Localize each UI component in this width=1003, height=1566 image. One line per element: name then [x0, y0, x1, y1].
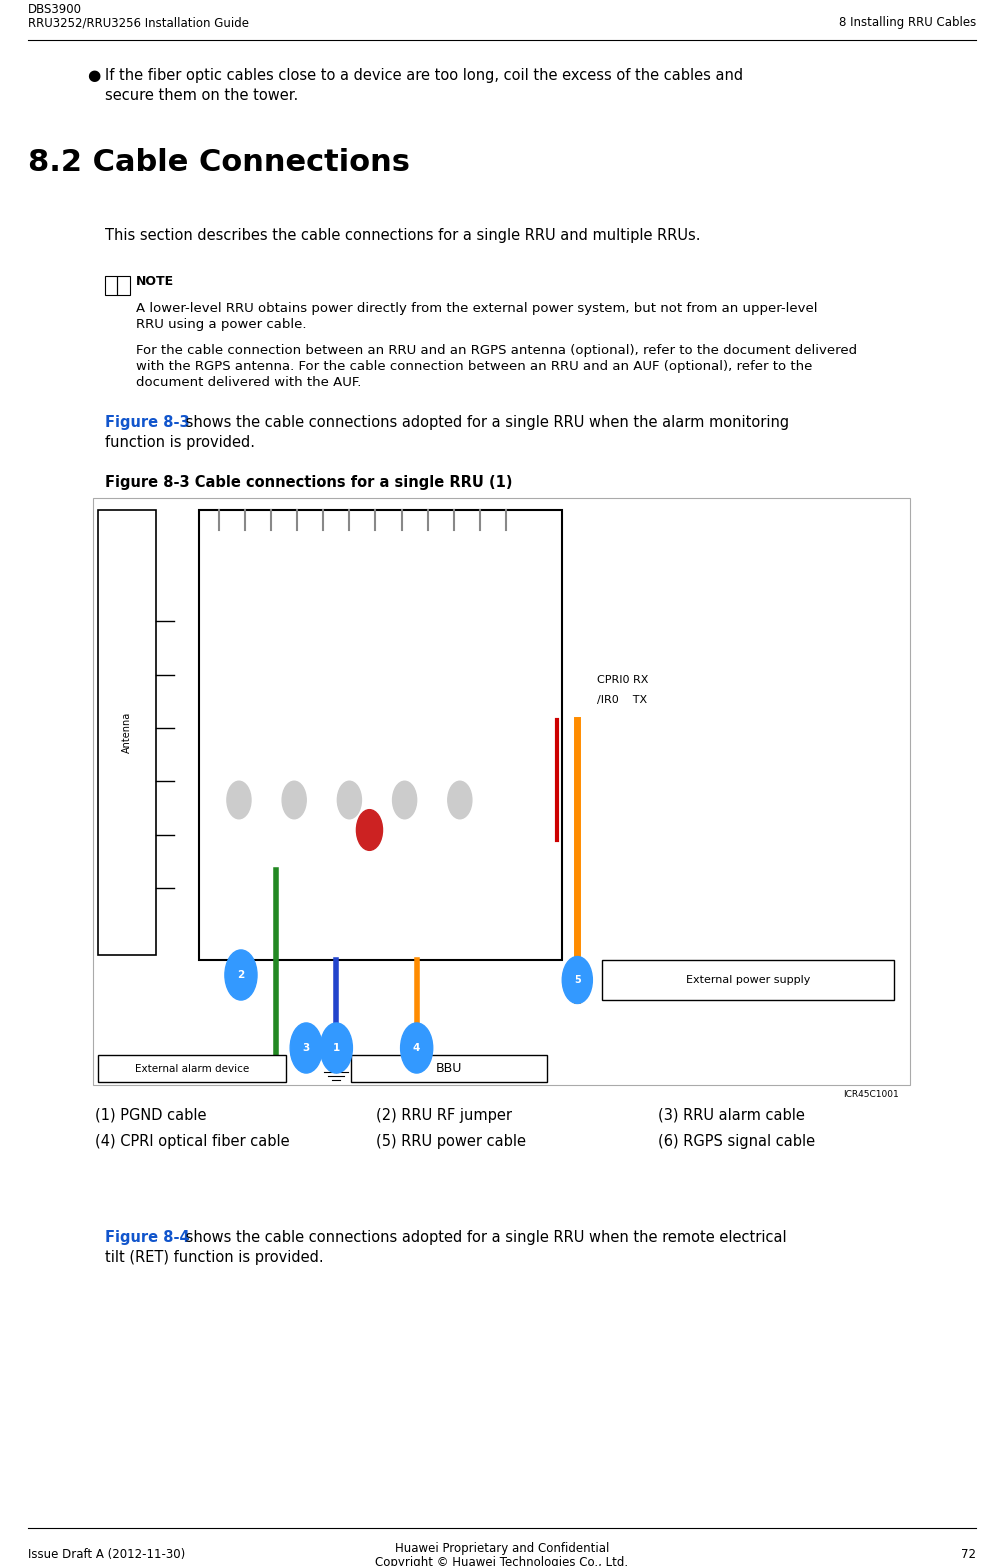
Circle shape	[225, 951, 257, 1001]
Circle shape	[562, 957, 592, 1004]
Text: External alarm device: External alarm device	[135, 1063, 249, 1074]
Bar	[351, 1055, 547, 1082]
Text: RRU using a power cable.: RRU using a power cable.	[135, 318, 306, 330]
Text: Antenna: Antenna	[122, 713, 131, 753]
Text: 8 Installing RRU Cables: 8 Installing RRU Cables	[838, 16, 975, 30]
Text: Figure 8-3 Cable connections for a single RRU (1): Figure 8-3 Cable connections for a singl…	[105, 474, 513, 490]
Circle shape	[447, 781, 471, 819]
Text: This section describes the cable connections for a single RRU and multiple RRUs.: This section describes the cable connect…	[105, 229, 700, 243]
Text: /IR0    TX: /IR0 TX	[597, 695, 647, 705]
Text: RRU3252/RRU3256 Installation Guide: RRU3252/RRU3256 Installation Guide	[28, 16, 249, 30]
Circle shape	[392, 781, 416, 819]
Bar	[98, 511, 155, 955]
Text: (1) PGND cable: (1) PGND cable	[95, 1109, 207, 1123]
Circle shape	[337, 781, 361, 819]
Text: (5) RRU power cable: (5) RRU power cable	[376, 1134, 526, 1149]
Text: Figure 8-3: Figure 8-3	[105, 415, 190, 431]
Text: A lower-level RRU obtains power directly from the external power system, but not: A lower-level RRU obtains power directly…	[135, 302, 816, 315]
Text: 5: 5	[574, 976, 580, 985]
Text: document delivered with the AUF.: document delivered with the AUF.	[135, 376, 360, 388]
Text: ICR45C1001: ICR45C1001	[842, 1090, 898, 1099]
Text: 2: 2	[237, 969, 245, 980]
Text: DBS3900: DBS3900	[28, 3, 82, 16]
Circle shape	[227, 781, 251, 819]
Text: (6) RGPS signal cable: (6) RGPS signal cable	[657, 1134, 813, 1149]
Text: For the cable connection between an RRU and an RGPS antenna (optional), refer to: For the cable connection between an RRU …	[135, 345, 856, 357]
Text: Copyright © Huawei Technologies Co., Ltd.: Copyright © Huawei Technologies Co., Ltd…	[375, 1557, 628, 1566]
Text: shows the cable connections adopted for a single RRU when the alarm monitoring: shows the cable connections adopted for …	[181, 415, 788, 431]
Text: Figure 8-4: Figure 8-4	[105, 1229, 190, 1245]
Text: NOTE: NOTE	[135, 276, 174, 288]
Text: Issue Draft A (2012-11-30): Issue Draft A (2012-11-30)	[28, 1549, 186, 1561]
Circle shape	[320, 1023, 352, 1073]
Bar	[602, 960, 893, 1001]
Bar	[105, 276, 117, 294]
Bar	[199, 511, 562, 960]
Text: (4) CPRI optical fiber cable: (4) CPRI optical fiber cable	[95, 1134, 290, 1149]
Bar	[117, 276, 129, 294]
Text: 1: 1	[332, 1043, 340, 1052]
Text: If the fiber optic cables close to a device are too long, coil the excess of the: If the fiber optic cables close to a dev…	[105, 67, 743, 83]
Text: Huawei Proprietary and Confidential: Huawei Proprietary and Confidential	[394, 1543, 609, 1555]
Text: (2) RRU RF jumper: (2) RRU RF jumper	[376, 1109, 512, 1123]
Text: 8.2 Cable Connections: 8.2 Cable Connections	[28, 149, 409, 177]
Circle shape	[400, 1023, 432, 1073]
Text: tilt (RET) function is provided.: tilt (RET) function is provided.	[105, 1250, 324, 1265]
Text: CPRI0 RX: CPRI0 RX	[597, 675, 648, 684]
Circle shape	[282, 781, 306, 819]
Text: 4: 4	[412, 1043, 420, 1052]
Text: (3) RRU alarm cable: (3) RRU alarm cable	[657, 1109, 803, 1123]
Text: 3: 3	[302, 1043, 310, 1052]
Text: secure them on the tower.: secure them on the tower.	[105, 88, 298, 103]
Text: ●: ●	[87, 67, 100, 83]
Text: 72: 72	[960, 1549, 975, 1561]
Text: BBU: BBU	[435, 1062, 462, 1074]
Text: with the RGPS antenna. For the cable connection between an RRU and an AUF (optio: with the RGPS antenna. For the cable con…	[135, 360, 811, 373]
Circle shape	[356, 810, 382, 850]
Bar	[98, 1055, 286, 1082]
Bar	[93, 498, 909, 1085]
Text: function is provided.: function is provided.	[105, 435, 255, 449]
Text: shows the cable connections adopted for a single RRU when the remote electrical: shows the cable connections adopted for …	[181, 1229, 785, 1245]
Text: External power supply: External power supply	[685, 976, 809, 985]
Circle shape	[290, 1023, 322, 1073]
